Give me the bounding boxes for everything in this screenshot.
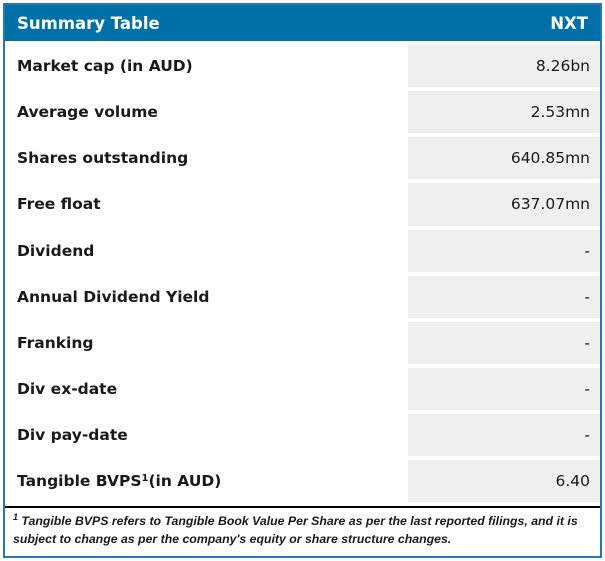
row-value: 640.85mn — [408, 137, 600, 180]
table-row: Free float 637.07mn — [5, 183, 600, 230]
row-label: Franking — [17, 333, 94, 352]
row-label: Market cap (in AUD) — [17, 57, 193, 76]
row-value: - — [408, 275, 600, 318]
row-label: Dividend — [17, 241, 95, 260]
table-rows: Market cap (in AUD) 8.26bn Average volum… — [5, 41, 600, 507]
row-value: - — [408, 229, 600, 272]
row-label: Average volume — [17, 103, 158, 122]
row-value: - — [408, 321, 600, 364]
row-value: 637.07mn — [408, 183, 600, 226]
row-label: Div ex-date — [17, 380, 118, 399]
table-row: Market cap (in AUD) 8.26bn — [5, 45, 600, 92]
row-label: Free float — [17, 195, 101, 214]
ticker-symbol: NXT — [550, 13, 588, 33]
row-label: Tangible BVPS 1 (in AUD) — [17, 472, 222, 491]
table-row: Annual Dividend Yield - — [5, 275, 600, 322]
summary-table: Summary Table NXT Market cap (in AUD) 8.… — [3, 3, 602, 558]
row-label-text: Tangible BVPS — [17, 472, 142, 491]
row-value: - — [408, 414, 600, 457]
row-value: - — [408, 367, 600, 411]
footnote-marker: 1 — [13, 512, 19, 523]
table-row: Franking - — [5, 321, 600, 368]
table-row: Shares outstanding 640.85mn — [5, 137, 600, 184]
table-row: Dividend - — [5, 229, 600, 276]
table-header: Summary Table NXT — [5, 5, 600, 41]
row-label: Div pay-date — [17, 426, 128, 445]
table-row: Div pay-date - — [5, 414, 600, 461]
row-label-text: (in AUD) — [148, 472, 222, 491]
row-label: Annual Dividend Yield — [17, 287, 210, 306]
table-row: Average volume 2.53mn — [5, 91, 600, 138]
footnote: 1 Tangible BVPS refers to Tangible Book … — [5, 506, 600, 556]
row-value: 8.26bn — [408, 45, 600, 88]
table-row: Tangible BVPS 1 (in AUD) 6.40 — [5, 460, 600, 507]
table-row: Div ex-date - — [5, 367, 600, 415]
footnote-text: Tangible BVPS refers to Tangible Book Va… — [13, 514, 578, 547]
row-label: Shares outstanding — [17, 149, 189, 168]
row-value: 2.53mn — [408, 91, 600, 134]
table-title: Summary Table — [17, 13, 160, 33]
row-value: 6.40 — [408, 460, 600, 503]
